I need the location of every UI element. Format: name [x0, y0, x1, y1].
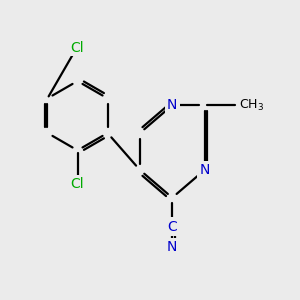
Text: Cl: Cl	[71, 40, 84, 55]
Text: C: C	[167, 220, 177, 234]
Text: N: N	[167, 240, 177, 254]
Text: N: N	[167, 98, 177, 112]
Text: Cl: Cl	[71, 177, 84, 191]
Text: N: N	[200, 163, 210, 177]
Text: CH$_3$: CH$_3$	[239, 98, 264, 113]
